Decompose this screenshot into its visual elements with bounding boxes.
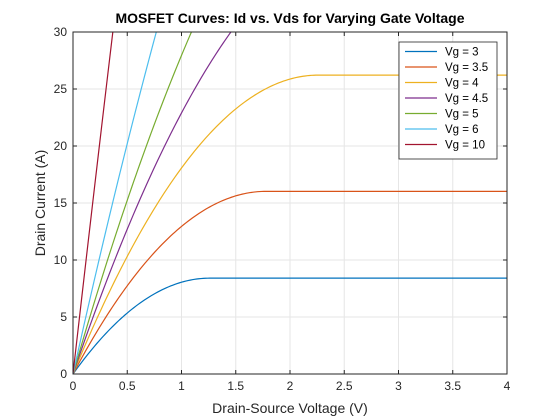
legend-label: Vg = 5 xyxy=(445,109,479,121)
y-tick-label: 0 xyxy=(60,367,67,381)
x-axis-label: Drain-Source Voltage (V) xyxy=(212,400,368,416)
y-tick-label: 15 xyxy=(54,196,68,210)
x-tick-label: 1.5 xyxy=(227,379,244,393)
x-tick-label: 0 xyxy=(70,379,77,393)
x-tick-label: 3 xyxy=(395,379,402,393)
legend-label: Vg = 4.5 xyxy=(445,93,488,105)
y-tick-label: 30 xyxy=(54,25,68,39)
y-axis-label: Drain Current (A) xyxy=(32,150,48,257)
x-tick-label: 2 xyxy=(287,379,294,393)
x-tick-label: 3.5 xyxy=(444,379,461,393)
x-tick-label: 1 xyxy=(178,379,185,393)
x-tick-label: 0.5 xyxy=(119,379,136,393)
x-tick-label: 4 xyxy=(504,379,511,393)
legend-box xyxy=(398,41,498,160)
series-line xyxy=(73,32,193,374)
y-tick-label: 25 xyxy=(54,82,68,96)
y-tick-label: 10 xyxy=(54,253,68,267)
x-tick-label: 2.5 xyxy=(336,379,353,393)
legend-label: Vg = 10 xyxy=(445,140,485,152)
y-tick-label: 20 xyxy=(54,139,68,153)
series-line xyxy=(73,32,232,374)
ticks: 0 0.5 1 1.5 2 2.5 3 3.5 4 0 5 10 15 20 25 30 xyxy=(54,25,511,393)
series-line xyxy=(73,277,507,374)
series-line xyxy=(73,32,157,374)
legend-label: Vg = 6 xyxy=(445,124,479,136)
legend-label: Vg = 3.5 xyxy=(445,62,488,74)
legend: Vg = 3 Vg = 3.5 Vg = 4 Vg = 4.5 Vg = 5 Vg = 6… xyxy=(398,41,498,160)
chart-title: MOSFET Curves: Id vs. Vds for Varying Ga… xyxy=(115,10,464,26)
series-line xyxy=(73,190,507,374)
y-tick-label: 5 xyxy=(60,310,67,324)
legend-label: Vg = 4 xyxy=(445,78,479,90)
legend-label: Vg = 3 xyxy=(445,47,479,59)
